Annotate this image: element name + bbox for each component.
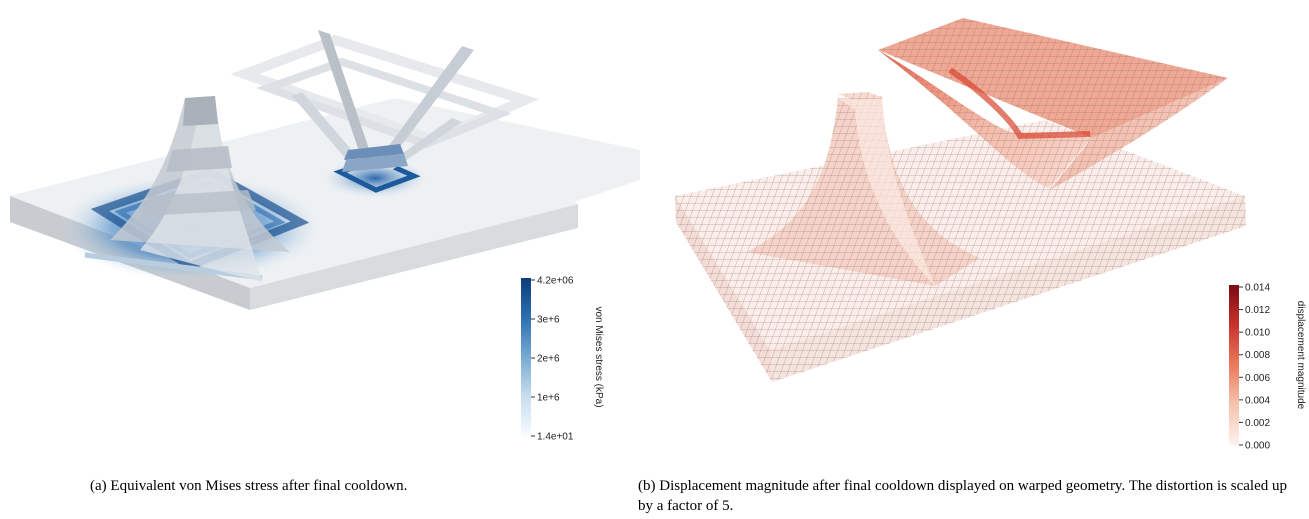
colorbar-tick-label: 0.000: [1245, 441, 1270, 452]
right-funnel: [230, 30, 540, 172]
colorbar-tick-label: 0.010: [1245, 328, 1270, 339]
colorbar-tick-label: 0.012: [1245, 305, 1270, 316]
base-plate-b: [675, 120, 1246, 382]
colorbar-tick-label: 3e+6: [537, 315, 560, 326]
figure-b-panel: 0.014 0.012 0.010 0.008 0.006 0.004 0.002 0.000…: [650, 0, 1309, 460]
figure-a-caption: (a) Equivalent von Mises stress after fi…: [90, 476, 610, 496]
colorbar-tick-label: 4.2e+06: [537, 276, 574, 287]
left-tower: [110, 96, 290, 282]
figure-a-panel: 4.2e+06 3e+6 2e+6 1e+6 1.4e+01 von Mises str…: [0, 0, 640, 460]
caption-a-text: Equivalent von Mises stress after final …: [110, 478, 408, 494]
caption-b-text: Displacement magnitude after final coold…: [638, 478, 1287, 514]
caption-b-label: (b): [638, 478, 656, 494]
colorbar-b-gradient: [1229, 285, 1239, 445]
colorbar-a-title: von Mises stress (kPa): [593, 306, 604, 407]
colorbar-tick-label: 0.004: [1245, 395, 1270, 406]
colorbar-a: 4.2e+06 3e+6 2e+6 1e+6 1.4e+01 von Mises str…: [521, 276, 604, 443]
figure-b-render: 0.014 0.012 0.010 0.008 0.006 0.004 0.002 0.000…: [675, 18, 1306, 452]
colorbar-b: 0.014 0.012 0.010 0.008 0.006 0.004 0.002 0.000…: [1229, 283, 1306, 452]
warped-funnel: [878, 18, 1228, 190]
figure-a-render: 4.2e+06 3e+6 2e+6 1e+6 1.4e+01 von Mises str…: [10, 30, 640, 443]
figure-b-caption: (b) Displacement magnitude after final c…: [638, 476, 1298, 516]
colorbar-tick-label: 0.002: [1245, 418, 1270, 429]
colorbar-tick-label: 0.006: [1245, 373, 1270, 384]
colorbar-b-title: displacement magnitude: [1295, 301, 1306, 410]
colorbar-tick-label: 0.014: [1245, 283, 1270, 294]
caption-a-label: (a): [90, 478, 107, 494]
colorbar-tick-label: 2e+6: [537, 354, 560, 365]
colorbar-tick-label: 1e+6: [537, 393, 560, 404]
colorbar-tick-label: 1.4e+01: [537, 432, 574, 443]
colorbar-a-gradient: [521, 278, 531, 436]
colorbar-tick-label: 0.008: [1245, 350, 1270, 361]
warped-tower: [747, 92, 980, 286]
